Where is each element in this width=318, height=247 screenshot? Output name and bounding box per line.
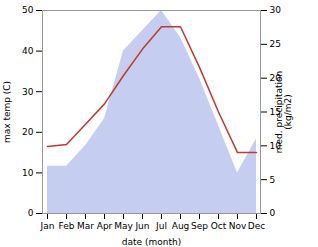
svg-text:date (month): date (month) <box>122 237 181 247</box>
svg-text:May: May <box>114 221 133 231</box>
svg-text:Apr: Apr <box>97 221 113 231</box>
svg-text:Feb: Feb <box>59 221 75 231</box>
svg-text:30: 30 <box>22 87 34 97</box>
svg-text:25: 25 <box>270 39 281 49</box>
svg-text:Sep: Sep <box>191 221 208 231</box>
svg-text:50: 50 <box>22 5 34 15</box>
svg-text:Jun: Jun <box>134 221 149 231</box>
svg-text:10: 10 <box>22 168 34 178</box>
svg-text:30: 30 <box>270 5 282 15</box>
svg-text:Oct: Oct <box>211 221 227 231</box>
svg-text:Jan: Jan <box>40 221 55 231</box>
svg-text:med. precipitation(kg/m2): med. precipitation(kg/m2) <box>274 71 293 153</box>
svg-text:max temp (C): max temp (C) <box>2 81 12 143</box>
svg-text:5: 5 <box>270 175 276 185</box>
svg-text:40: 40 <box>22 46 34 56</box>
svg-text:0: 0 <box>28 208 34 218</box>
svg-text:Aug: Aug <box>172 221 190 231</box>
svg-text:Jul: Jul <box>155 221 167 231</box>
svg-text:20: 20 <box>22 127 34 137</box>
svg-text:Dec: Dec <box>248 221 265 231</box>
svg-text:0: 0 <box>270 208 276 218</box>
svg-text:Nov: Nov <box>229 221 247 231</box>
svg-text:Mar: Mar <box>77 221 94 231</box>
